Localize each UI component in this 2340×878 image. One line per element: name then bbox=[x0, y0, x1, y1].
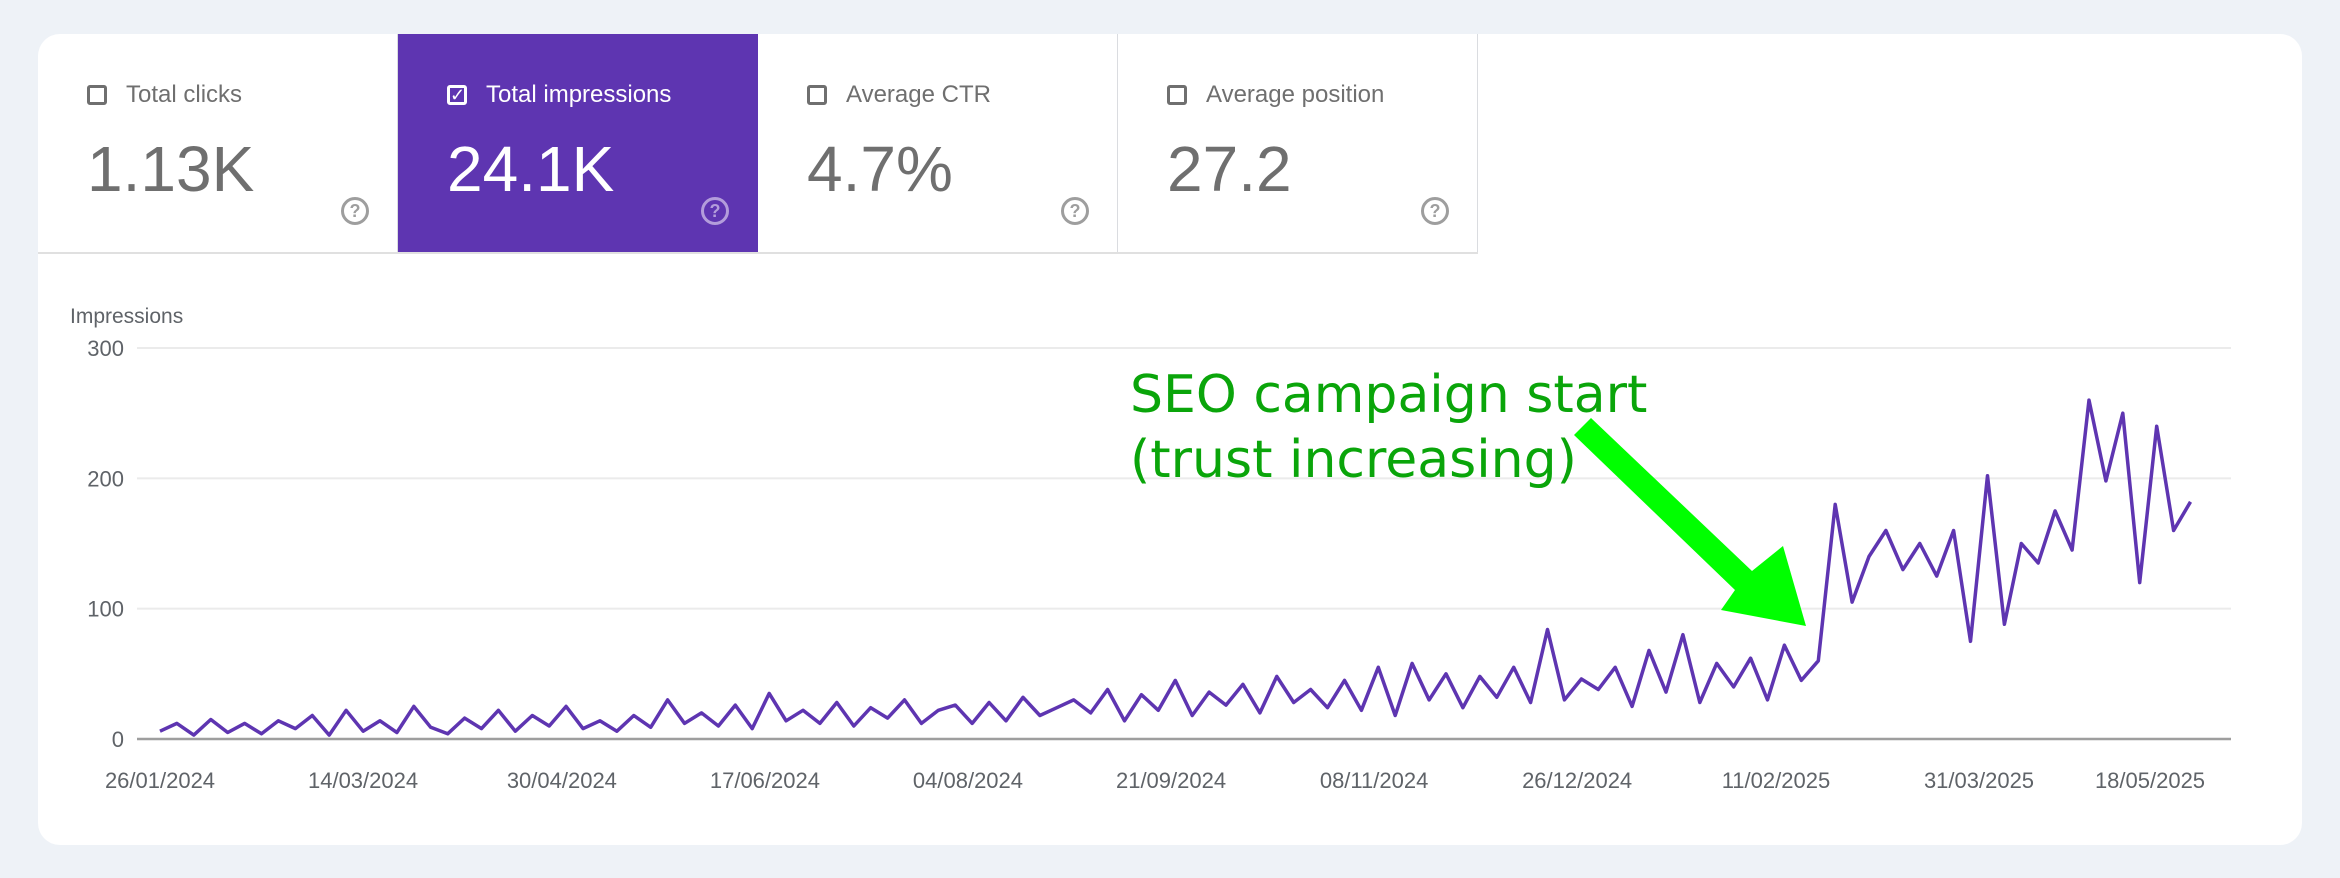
metric-value: 4.7% bbox=[807, 133, 953, 205]
x-tick-label: 26/12/2024 bbox=[1522, 768, 1632, 793]
metric-label: Average position bbox=[1206, 81, 1385, 108]
checkbox-icon[interactable] bbox=[1167, 85, 1187, 105]
help-icon[interactable]: ? bbox=[701, 197, 729, 225]
checkbox-checked-icon[interactable]: ✓ bbox=[447, 85, 467, 105]
y-tick-label: 0 bbox=[112, 727, 124, 752]
metric-tile-total-impressions[interactable]: ✓ Total impressions 24.1K ? bbox=[398, 34, 758, 252]
help-icon[interactable]: ? bbox=[341, 197, 369, 225]
y-tick-label: 200 bbox=[87, 466, 124, 491]
metric-value: 27.2 bbox=[1167, 133, 1292, 205]
metric-label: Average CTR bbox=[846, 81, 991, 108]
x-tick-label: 08/11/2024 bbox=[1320, 768, 1428, 793]
checkbox-icon[interactable] bbox=[87, 85, 107, 105]
y-tick-label: 300 bbox=[87, 336, 124, 361]
x-tick-label: 26/01/2024 bbox=[105, 768, 215, 793]
annotation-arrow-icon bbox=[1574, 418, 1806, 626]
x-tick-label: 17/06/2024 bbox=[710, 768, 820, 793]
x-tick-label: 18/05/2025 bbox=[2095, 768, 2205, 793]
x-tick-label: 04/08/2024 bbox=[913, 768, 1023, 793]
y-axis-title: Impressions bbox=[70, 305, 183, 328]
x-tick-label: 30/04/2024 bbox=[507, 768, 617, 793]
help-icon[interactable]: ? bbox=[1421, 197, 1449, 225]
metric-label: Total impressions bbox=[486, 81, 672, 108]
metric-label: Total clicks bbox=[126, 81, 243, 108]
metric-tile-average-position[interactable]: Average position 27.2 ? bbox=[1118, 34, 1478, 252]
metric-tile-average-ctr[interactable]: Average CTR 4.7% ? bbox=[758, 34, 1118, 252]
x-tick-label: 21/09/2024 bbox=[1116, 768, 1226, 793]
x-tick-label: 11/02/2025 bbox=[1722, 768, 1830, 793]
x-tick-label: 31/03/2025 bbox=[1924, 768, 2034, 793]
help-icon[interactable]: ? bbox=[1061, 197, 1089, 225]
annotation-line-1: SEO campaign start bbox=[1130, 365, 1647, 425]
metric-value: 1.13K bbox=[87, 133, 255, 205]
y-tick-label: 100 bbox=[87, 597, 124, 622]
metric-tile-total-clicks[interactable]: Total clicks 1.13K ? bbox=[38, 34, 398, 252]
metric-tiles: Total clicks 1.13K ? ✓ Total impressions… bbox=[38, 34, 1478, 254]
checkbox-icon[interactable] bbox=[807, 85, 827, 105]
metric-value: 24.1K bbox=[447, 133, 615, 205]
annotation-line-2: (trust increasing) bbox=[1130, 430, 1577, 490]
data-points bbox=[159, 400, 2191, 736]
x-tick-label: 14/03/2024 bbox=[308, 768, 418, 793]
